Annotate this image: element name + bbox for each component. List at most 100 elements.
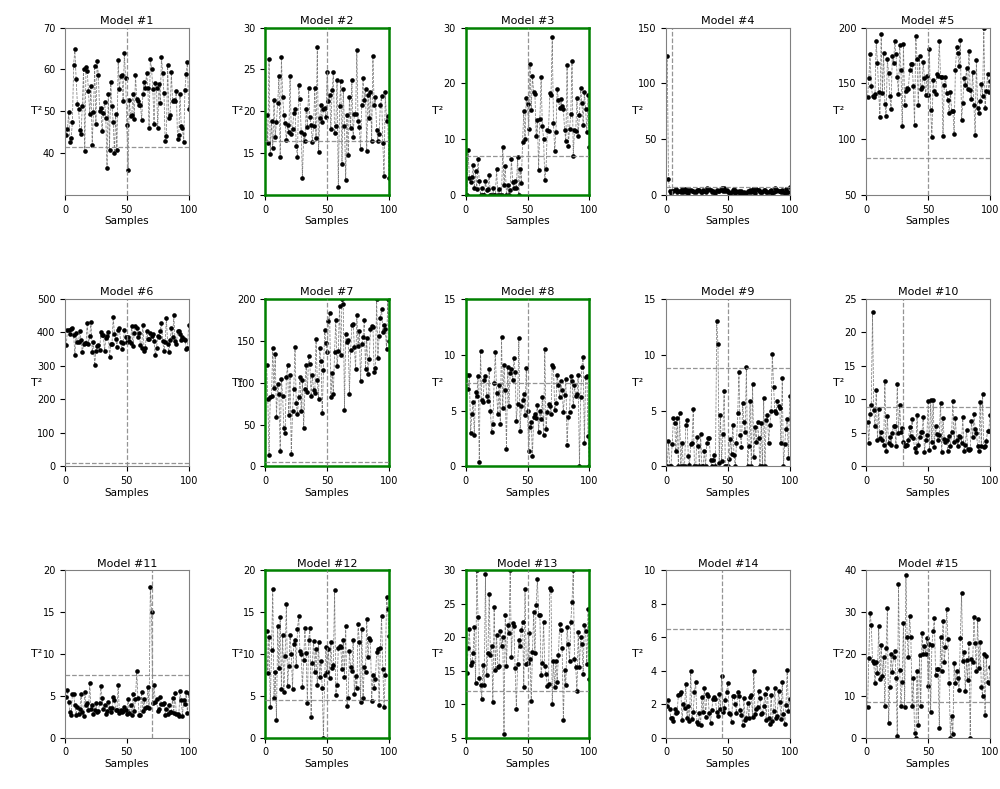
Point	[361, 353, 377, 365]
Point	[376, 170, 392, 183]
Point	[955, 655, 971, 667]
Point	[480, 646, 496, 659]
Point	[756, 700, 772, 712]
Point	[867, 88, 883, 100]
Point	[59, 123, 75, 136]
Point	[85, 107, 101, 119]
Y-axis label: T²: T²	[432, 107, 443, 116]
Point	[177, 333, 193, 346]
Point	[899, 82, 915, 95]
Point	[359, 332, 375, 345]
Point	[484, 189, 500, 201]
Point	[715, 706, 731, 719]
Point	[156, 87, 172, 99]
Point	[105, 311, 121, 323]
Point	[558, 679, 574, 691]
Point	[289, 408, 305, 421]
Point	[573, 81, 589, 94]
Point	[691, 184, 707, 196]
Point	[79, 697, 95, 709]
Point	[176, 136, 192, 148]
Point	[69, 335, 85, 348]
Point	[87, 359, 103, 372]
Point	[332, 100, 348, 113]
Point	[717, 185, 733, 197]
Point	[323, 391, 339, 403]
Point	[725, 184, 741, 196]
Point	[104, 100, 120, 113]
Point	[261, 630, 277, 643]
Point	[695, 183, 711, 196]
Point	[949, 433, 965, 446]
Point	[905, 432, 921, 444]
Point	[486, 376, 502, 389]
Point	[370, 352, 386, 365]
Y-axis label: T²: T²	[31, 378, 43, 387]
X-axis label: Samples: Samples	[505, 216, 550, 226]
Point	[500, 361, 516, 373]
Point	[529, 573, 545, 585]
Point	[163, 322, 179, 335]
Point	[334, 293, 350, 305]
Point	[512, 163, 528, 175]
Point	[886, 57, 902, 69]
Point	[667, 183, 683, 196]
Point	[471, 455, 487, 468]
Point	[132, 338, 148, 351]
Point	[696, 681, 712, 694]
Point	[667, 417, 683, 429]
Point	[720, 185, 736, 198]
Point	[778, 699, 794, 712]
Point	[683, 184, 699, 196]
Point	[103, 705, 119, 718]
Point	[686, 686, 702, 698]
Point	[72, 124, 88, 136]
Point	[756, 184, 772, 196]
Point	[526, 606, 542, 619]
Point	[954, 114, 970, 126]
Point	[99, 705, 115, 718]
Point	[675, 698, 691, 711]
Point	[719, 184, 735, 196]
Point	[327, 346, 343, 358]
Point	[500, 619, 516, 631]
Point	[541, 678, 557, 690]
Title: Model #6: Model #6	[100, 287, 154, 297]
Point	[761, 185, 777, 198]
Point	[746, 186, 762, 199]
Point	[485, 182, 501, 195]
Point	[883, 103, 899, 115]
Title: Model #4: Model #4	[701, 16, 755, 26]
Point	[333, 75, 349, 88]
Point	[95, 328, 111, 341]
Point	[904, 413, 920, 425]
Point	[935, 615, 951, 627]
Point	[168, 84, 184, 97]
Point	[82, 108, 98, 121]
Point	[353, 143, 369, 155]
Point	[348, 108, 364, 121]
Point	[328, 314, 344, 327]
Point	[315, 365, 331, 377]
Point	[866, 91, 882, 103]
Point	[568, 125, 584, 137]
Point	[97, 95, 113, 108]
Point	[716, 701, 732, 714]
Point	[121, 706, 137, 719]
Point	[750, 415, 766, 428]
Point	[503, 152, 519, 165]
Point	[282, 69, 298, 82]
Point	[699, 688, 715, 701]
Point	[707, 460, 723, 473]
Point	[963, 92, 979, 105]
Point	[751, 432, 767, 444]
Point	[705, 692, 721, 705]
Point	[130, 692, 146, 705]
Point	[555, 103, 571, 116]
Point	[353, 375, 369, 387]
Point	[339, 700, 355, 712]
Point	[910, 439, 926, 451]
Point	[961, 45, 977, 58]
Point	[929, 68, 945, 80]
Point	[973, 440, 989, 453]
